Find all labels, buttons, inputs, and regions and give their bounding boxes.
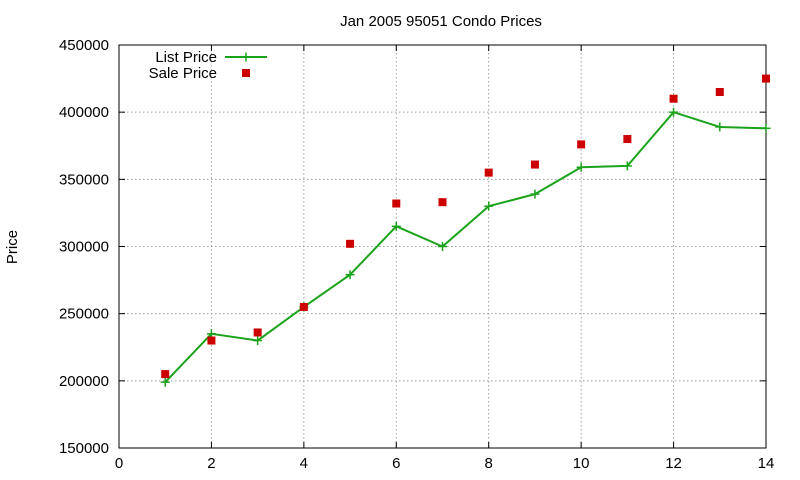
sale-price-point [577, 140, 586, 149]
x-tick-label: 0 [115, 455, 123, 472]
sale-price-legend-label: Sale Price [149, 65, 217, 82]
sale-price-point [346, 239, 355, 248]
list-price-line [164, 111, 767, 383]
x-tick-label: 2 [207, 455, 215, 472]
sale-price-point [484, 168, 493, 177]
axis-ticks: 0 2 4 6 8 10 12 14 150000 200000 250000 300000 35000… [59, 37, 774, 472]
sale-price-point [715, 88, 724, 97]
x-tick-label: 4 [300, 455, 308, 472]
list-price-point [253, 336, 263, 346]
y-tick-label: 400000 [59, 104, 109, 121]
list-price-legend-marker [241, 52, 251, 62]
list-price-point [345, 270, 355, 280]
x-tick-label: 6 [392, 455, 400, 472]
sale-price-point [299, 302, 308, 311]
grid-lines [119, 45, 766, 448]
sale-price-point [669, 94, 678, 103]
sale-price-point [438, 198, 447, 207]
list-price-series [160, 107, 771, 387]
list-price-point [622, 161, 632, 171]
y-tick-label: 450000 [59, 37, 109, 54]
x-tick-label: 12 [665, 455, 682, 472]
sale-price-point [207, 336, 216, 345]
sale-price-point [623, 135, 632, 144]
list-price-point [484, 201, 494, 211]
y-tick-label: 300000 [59, 239, 109, 256]
list-price-point [530, 189, 540, 199]
sale-price-legend-marker [242, 69, 250, 77]
y-tick-label: 150000 [59, 440, 109, 457]
sale-price-point [392, 199, 401, 208]
list-price-point [160, 377, 170, 387]
list-price-point [761, 123, 771, 133]
x-tick-label: 10 [573, 455, 590, 472]
x-tick-label: 14 [758, 455, 775, 472]
x-tick-label: 8 [485, 455, 493, 472]
series-group [160, 74, 771, 387]
list-price-point [715, 122, 725, 132]
chart-title: Jan 2005 95051 Condo Prices [340, 13, 542, 30]
list-price-point [438, 242, 447, 251]
list-price-point [576, 162, 586, 172]
sale-price-point [161, 370, 170, 379]
sale-price-point [530, 160, 539, 169]
sale-price-point [253, 328, 262, 337]
sale-price-point [762, 74, 770, 83]
y-tick-label: 200000 [59, 373, 109, 390]
sale-price-series [161, 74, 770, 379]
y-tick-label: 250000 [59, 306, 109, 323]
y-axis-label: Price [4, 230, 21, 264]
y-tick-label: 350000 [59, 171, 109, 188]
list-price-legend-label: List Price [155, 49, 217, 66]
list-price-point [669, 107, 679, 117]
list-price-point [391, 221, 401, 231]
